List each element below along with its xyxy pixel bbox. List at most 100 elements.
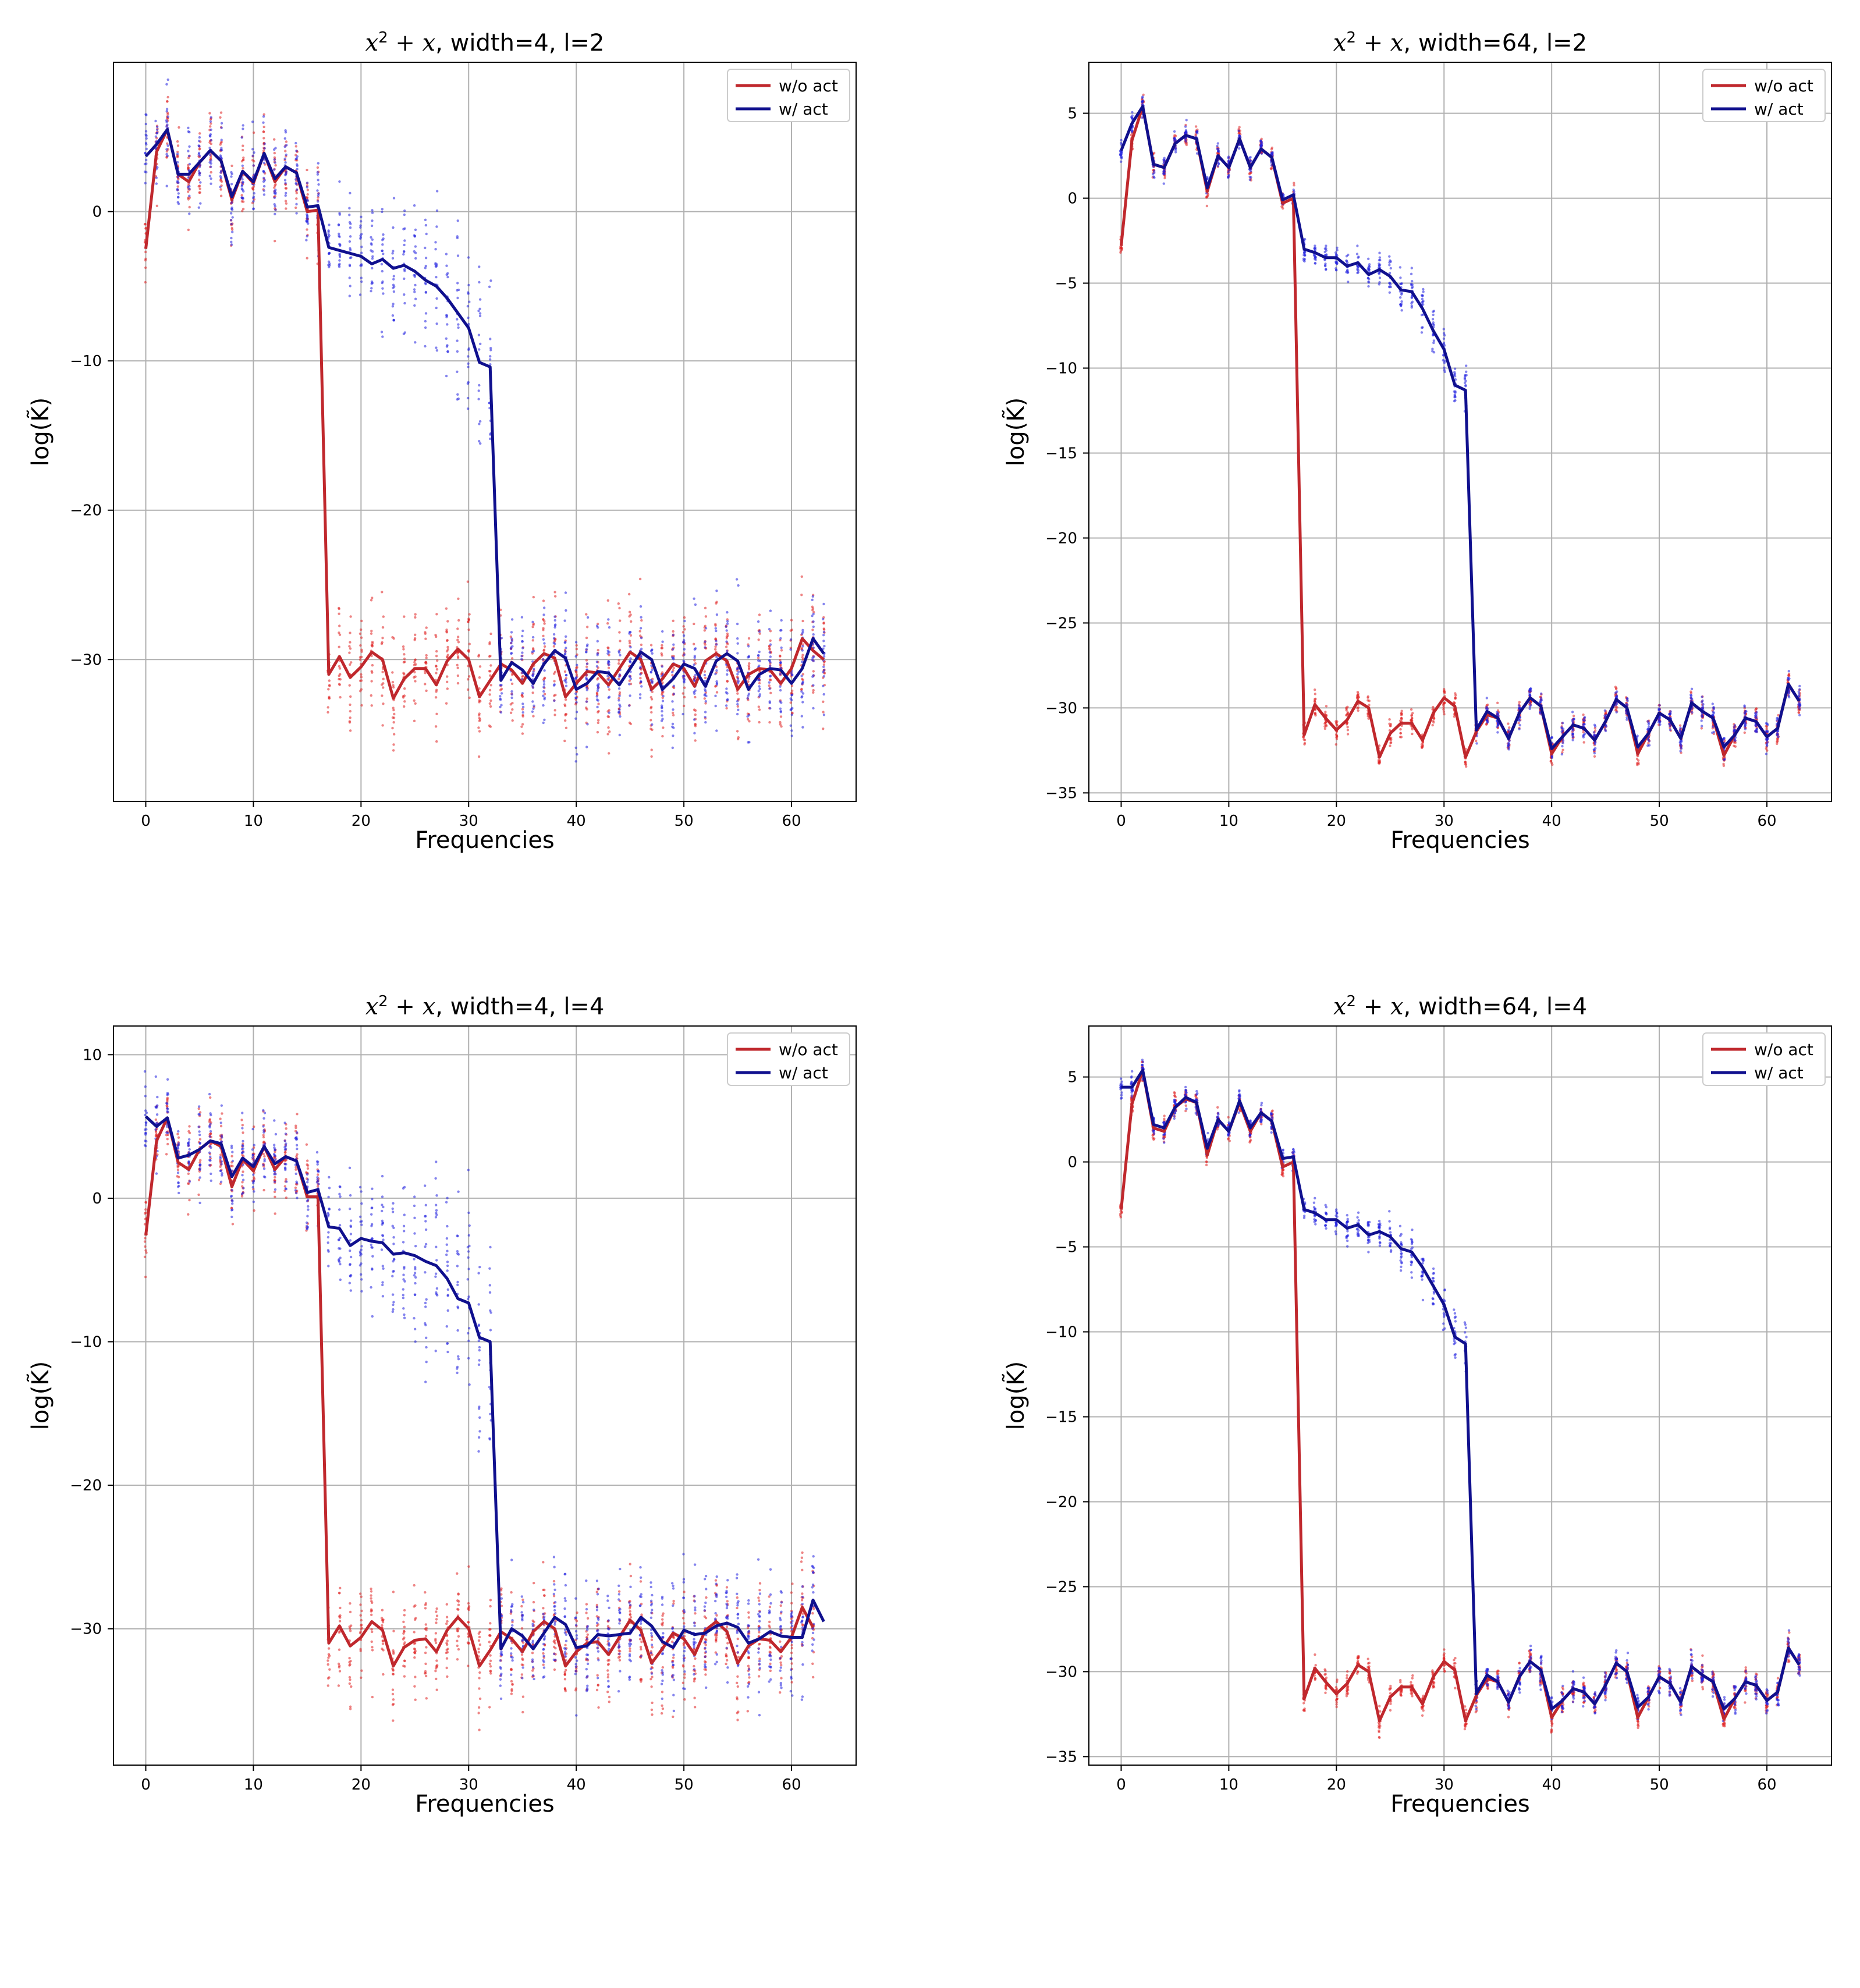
sample-point bbox=[585, 648, 588, 651]
sample-point bbox=[747, 718, 750, 721]
sample-point bbox=[478, 384, 481, 387]
y-ticks: 0−10−20−30 bbox=[70, 204, 113, 669]
sample-point bbox=[295, 197, 298, 200]
sample-point bbox=[789, 629, 793, 632]
sample-point bbox=[521, 732, 524, 735]
sample-point bbox=[392, 708, 395, 712]
sample-point bbox=[392, 275, 395, 278]
sample-point bbox=[801, 649, 804, 652]
sample-point bbox=[445, 253, 448, 255]
sample-point bbox=[629, 657, 632, 660]
sample-point bbox=[748, 741, 751, 744]
sample-point bbox=[1701, 725, 1703, 727]
sample-point bbox=[230, 212, 233, 215]
sample-point bbox=[672, 666, 675, 670]
sample-point bbox=[661, 714, 663, 717]
sample-point bbox=[1216, 165, 1219, 168]
y-tick-label: −25 bbox=[1045, 615, 1077, 632]
sample-point bbox=[1368, 268, 1371, 271]
sample-point bbox=[348, 721, 352, 724]
sample-point bbox=[597, 649, 599, 652]
sample-point bbox=[305, 219, 308, 222]
sample-point bbox=[661, 700, 665, 702]
sample-point bbox=[1443, 334, 1446, 337]
panel-width4-l4: 0 10 20 30 40 50 60 100−10−20−30 x2 + x, width… bbox=[26, 993, 857, 1817]
sample-point bbox=[219, 194, 223, 197]
y-tick-label: 5 bbox=[1067, 105, 1077, 123]
sample-point bbox=[488, 693, 491, 696]
sample-point bbox=[144, 182, 147, 184]
sample-point bbox=[683, 686, 686, 689]
sample-point bbox=[510, 657, 514, 660]
sample-point bbox=[316, 171, 319, 174]
sample-point bbox=[478, 665, 482, 668]
sample-point bbox=[1432, 313, 1435, 317]
sample-point bbox=[521, 713, 524, 717]
sample-point bbox=[789, 701, 792, 704]
sample-point bbox=[445, 607, 448, 610]
sample-point bbox=[231, 1223, 235, 1226]
sample-point bbox=[435, 665, 438, 668]
sample-point bbox=[165, 1153, 168, 1156]
sample-point bbox=[1593, 752, 1596, 755]
sample-point bbox=[327, 260, 331, 263]
sample-point bbox=[726, 632, 729, 636]
sample-point bbox=[144, 1201, 148, 1204]
sample-point bbox=[812, 612, 815, 616]
sample-point bbox=[737, 681, 740, 684]
sample-point bbox=[608, 711, 610, 714]
sample-point bbox=[521, 629, 524, 633]
sample-point bbox=[166, 100, 169, 103]
sample-point bbox=[381, 637, 384, 640]
sample-point bbox=[661, 707, 663, 709]
sample-point bbox=[682, 625, 685, 628]
sample-point bbox=[489, 699, 492, 702]
sample-point bbox=[381, 626, 385, 629]
sample-point bbox=[176, 152, 179, 155]
sample-point bbox=[1647, 721, 1650, 725]
sample-point bbox=[380, 262, 384, 266]
sample-point bbox=[822, 684, 825, 688]
sample-point bbox=[176, 140, 179, 143]
sample-point bbox=[801, 658, 805, 661]
sample-point bbox=[694, 676, 697, 679]
sample-point bbox=[370, 632, 373, 635]
sample-point bbox=[197, 140, 201, 143]
sample-point bbox=[285, 191, 287, 194]
sample-point bbox=[1368, 263, 1371, 266]
sample-point bbox=[737, 584, 740, 587]
sample-point bbox=[467, 362, 470, 365]
sample-point bbox=[209, 120, 212, 123]
sample-point bbox=[661, 644, 663, 647]
sample-point bbox=[790, 734, 793, 737]
sample-point bbox=[747, 677, 750, 680]
sample-point bbox=[779, 685, 782, 688]
sample-point bbox=[176, 201, 179, 204]
sample-point bbox=[468, 642, 471, 645]
sample-point bbox=[800, 594, 803, 597]
sample-point bbox=[198, 1161, 201, 1164]
sample-point bbox=[715, 590, 718, 592]
sample-point bbox=[1303, 743, 1306, 746]
sample-point bbox=[758, 720, 761, 724]
sample-point bbox=[403, 653, 406, 656]
sample-point bbox=[564, 719, 567, 722]
sample-point bbox=[1368, 278, 1371, 281]
sample-point bbox=[241, 1124, 244, 1127]
sample-point bbox=[435, 306, 438, 310]
sample-point bbox=[242, 144, 244, 147]
sample-point bbox=[241, 164, 244, 167]
sample-point bbox=[747, 637, 751, 640]
sample-point bbox=[683, 616, 686, 619]
sample-point bbox=[1454, 694, 1457, 697]
sample-point bbox=[521, 674, 525, 678]
sample-point bbox=[1453, 393, 1456, 396]
sample-point bbox=[1325, 705, 1328, 708]
sample-point bbox=[1400, 716, 1403, 720]
sample-point bbox=[143, 223, 147, 226]
sample-point bbox=[229, 219, 233, 222]
sample-point bbox=[693, 659, 696, 662]
sample-point bbox=[1335, 722, 1338, 725]
sample-point bbox=[619, 619, 622, 622]
sample-point bbox=[1798, 684, 1801, 688]
